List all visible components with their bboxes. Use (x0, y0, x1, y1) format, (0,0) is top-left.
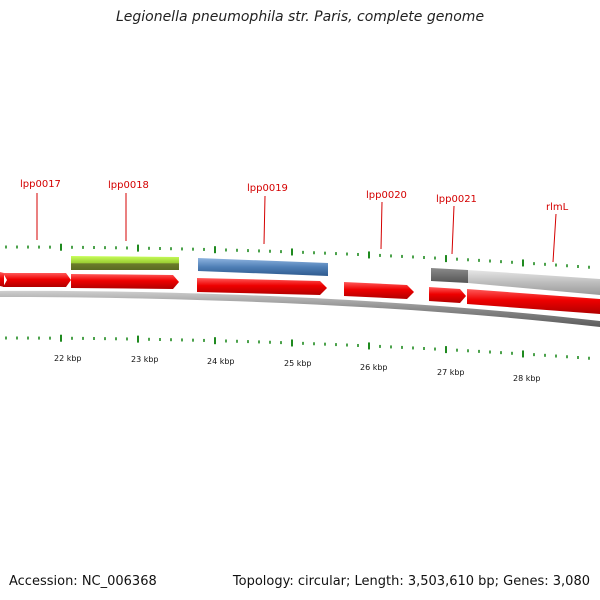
upper-tick-ruler (5, 243, 590, 269)
feature-track[interactable] (71, 256, 600, 295)
gene-arrow-lpp0016 (0, 272, 4, 287)
scale-label-23: 23 kbp (131, 355, 159, 364)
gene-arrows[interactable] (0, 272, 600, 314)
scale-label-26: 26 kbp (360, 363, 388, 372)
callout-lpp0019 (263, 195, 266, 245)
gene-label-lpp0021: lpp0021 (436, 194, 477, 205)
callout-rlmL (552, 213, 557, 263)
scale-label-24: 24 kbp (207, 357, 235, 366)
gene-arrow-lpp0017 (3, 273, 71, 287)
feature-lpp0019 (198, 258, 328, 276)
gene-arrow-lpp0018 (71, 274, 179, 289)
feature-rlmL (468, 270, 600, 295)
gene-arrow-lpp0019 (197, 278, 327, 295)
accession-text: Accession: NC_006368 (9, 574, 157, 589)
gene-label-rlmL: rlmL (546, 202, 569, 213)
gene-arrow-lpp0020 (344, 282, 414, 299)
gene-label-lpp0018: lpp0018 (108, 180, 149, 191)
scale-label-27: 27 kbp (437, 368, 465, 377)
gene-label-lpp0017: lpp0017 (20, 179, 61, 190)
scale-label-25: 25 kbp (284, 359, 312, 368)
lower-tick-ruler (5, 334, 590, 360)
genome-summary-text: Topology: circular; Length: 3,503,610 bp… (232, 574, 590, 589)
scale-label-28: 28 kbp (513, 374, 541, 383)
feature-lpp0021-dark (431, 268, 468, 283)
callout-lpp0020 (380, 201, 383, 250)
gene-labels: lpp0017 lpp0018 lpp0019 lpp0020 lpp0021 … (20, 179, 569, 213)
scale-label-22: 22 kbp (54, 354, 82, 363)
gene-label-lpp0019: lpp0019 (247, 183, 288, 194)
label-callouts (36, 193, 557, 263)
gene-label-lpp0020: lpp0020 (366, 190, 407, 201)
map-title: Legionella pneumophila str. Paris, compl… (115, 9, 485, 25)
callout-lpp0021 (451, 205, 455, 255)
gene-arrow-rlmL (467, 289, 600, 314)
scale-labels: 22 kbp 23 kbp 24 kbp 25 kbp 26 kbp 27 kb… (54, 354, 541, 383)
gene-arrow-lpp0021 (429, 287, 466, 303)
feature-lpp0018 (71, 256, 179, 270)
genome-backbone (0, 290, 600, 327)
